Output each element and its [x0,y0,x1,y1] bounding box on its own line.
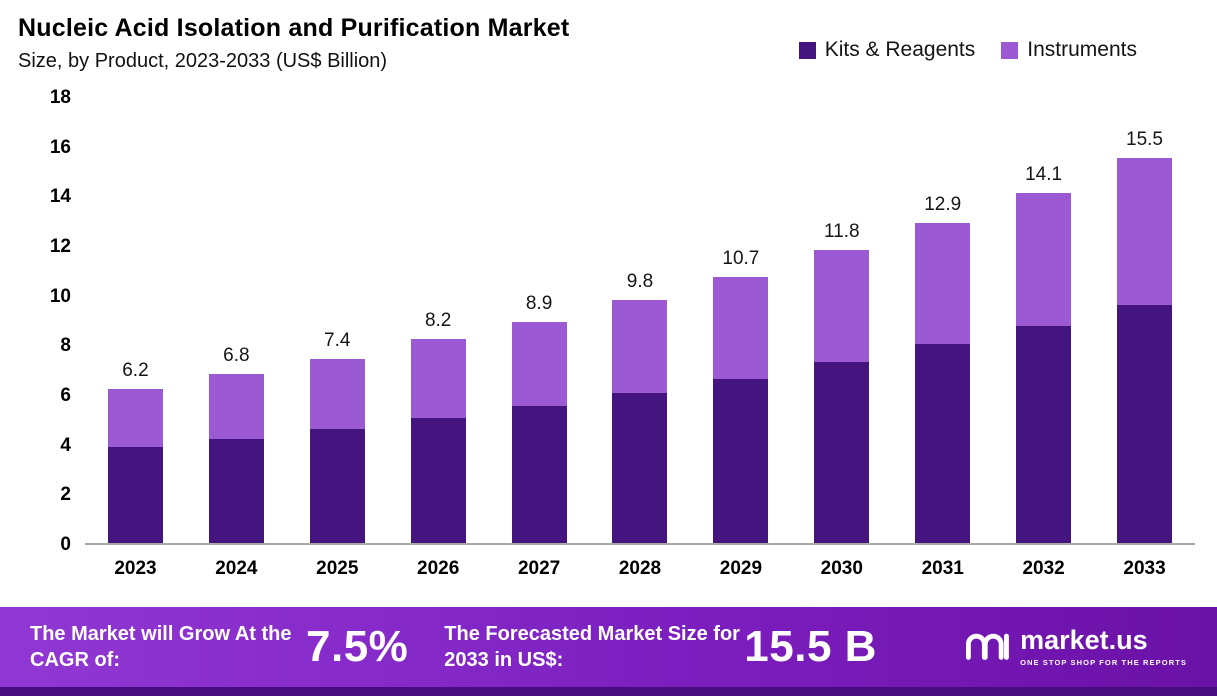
bar-value-label: 12.9 [924,193,962,215]
bar-segment-kits-reagents [208,438,264,543]
bar-column: 8.2 [388,98,489,543]
x-axis-label: 2031 [921,558,964,579]
bar-segment-instruments [1016,192,1072,326]
y-axis: 0 2 4 6 8 10 12 14 16 18 [0,87,85,555]
bar-segment-instruments [612,299,668,393]
bar-segment-kits-reagents [1117,304,1173,543]
y-axis-tick: 6 [60,385,71,406]
bar-segment-instruments [713,277,769,380]
y-axis-tick: 8 [60,335,71,357]
y-axis-tick: 12 [49,236,71,257]
bar-value-label: 14.1 [1025,163,1063,185]
bar-column: 8.9 [489,98,590,543]
bar-segment-instruments [208,374,264,439]
bar-segment-kits-reagents [309,428,365,543]
bar-segment-kits-reagents [410,417,466,543]
x-axis-label: 2032 [1022,558,1065,579]
bar-segment-kits-reagents [713,379,769,543]
x-axis-label: 2030 [820,558,863,579]
legend-item: Kits & Reagents [798,38,976,62]
y-axis-tick: 18 [49,87,71,108]
bar-segment-kits-reagents [814,361,870,543]
chart-title: Nucleic Acid Isolation and Purification … [18,14,570,42]
legend-item: Instruments [1001,38,1137,62]
legend-swatch-icon [798,41,816,59]
bar-segment-instruments [915,222,971,345]
brand-logo: market.us ONE STOP SHOP FOR THE REPORTS [964,627,1187,667]
bar-segment-kits-reagents [612,392,668,543]
brand-tagline: ONE STOP SHOP FOR THE REPORTS [1020,658,1187,667]
bar-segment-instruments [1117,158,1173,305]
bar-column: 15.5 [1094,98,1195,543]
chart-area: 0 2 4 6 8 10 12 14 16 18 6.2 6.8 7.4 8.2 8.9 9.8 10.7 11… [0,87,1217,580]
cagr-value: 7.5% [306,622,409,671]
bar-value-label: 11.8 [824,220,860,242]
bars-row: 6.2 6.8 7.4 8.2 8.9 9.8 10.7 11.8 12.9 14.1 15.5 [85,98,1195,545]
x-axis-label: 2028 [618,558,662,579]
bar-segment-kits-reagents [511,406,567,543]
bar-column: 12.9 [892,98,993,543]
y-axis-tick: 14 [49,186,71,208]
bar-value-label: 10.7 [722,248,760,270]
footer-banner: The Market will Grow At the CAGR of: 7.5… [0,607,1217,687]
y-axis-tick: 10 [49,285,71,307]
legend: Kits & Reagents Instruments [798,38,1137,62]
chart-header: Nucleic Acid Isolation and Purification … [18,14,569,73]
legend-label: Kits & Reagents [824,38,976,61]
bar-value-label: 15.5 [1126,129,1163,151]
bar-segment-kits-reagents [1016,325,1072,543]
bar-segment-kits-reagents [107,447,163,543]
y-axis-tick: 2 [60,484,71,506]
y-axis-tick: 0 [60,534,71,555]
bar-segment-instruments [410,339,466,418]
bar-value-label: 6.2 [122,360,149,382]
bar-value-label: 7.4 [324,330,351,352]
bar-column: 11.8 [791,98,892,543]
forecast-value: 15.5 B [744,622,877,671]
y-axis-tick: 16 [49,136,71,158]
x-axis-label: 2023 [114,558,157,579]
bar-column: 6.2 [85,98,186,543]
x-axis-label: 2026 [417,558,460,579]
bar-column: 10.7 [690,98,791,543]
bar-column: 7.4 [287,98,388,543]
bar-column: 9.8 [590,98,691,543]
bar-column: 14.1 [993,98,1094,543]
bar-segment-instruments [107,389,163,448]
bar-segment-instruments [511,322,567,407]
bar-value-label: 8.9 [525,293,553,314]
x-axis-label: 2024 [215,558,258,579]
x-axis-labels: 2023 2024 2025 2026 2027 2028 2029 2030 2031 2032… [85,558,1195,580]
bar-column: 6.8 [186,98,287,543]
forecast-label: The Forecasted Market Size for 2033 in U… [444,623,740,671]
x-axis-label: 2025 [316,558,359,579]
y-axis-tick: 4 [60,434,71,456]
chart-subtitle: Size, by Product, 2023-2033 (US$ Billion… [18,50,388,72]
bar-segment-kits-reagents [915,344,971,543]
bar-value-label: 9.8 [626,270,654,292]
x-axis-label: 2033 [1123,558,1166,579]
x-axis-label: 2029 [719,558,763,579]
brand-logo-icon [964,628,1010,667]
bar-value-label: 8.2 [424,310,452,332]
cagr-label: The Market will Grow At the CAGR of: [30,623,292,671]
bar-segment-instruments [814,249,870,362]
brand-name: market.us [1020,625,1148,655]
bar-segment-instruments [309,359,365,429]
legend-label: Instruments [1027,38,1137,61]
x-axis-label: 2027 [517,558,561,579]
bottom-strip [0,687,1217,696]
bar-value-label: 6.8 [223,345,250,367]
legend-swatch-icon [1001,41,1019,59]
plot-area: 6.2 6.8 7.4 8.2 8.9 9.8 10.7 11.8 12.9 14.1 15.5 2… [85,98,1195,580]
